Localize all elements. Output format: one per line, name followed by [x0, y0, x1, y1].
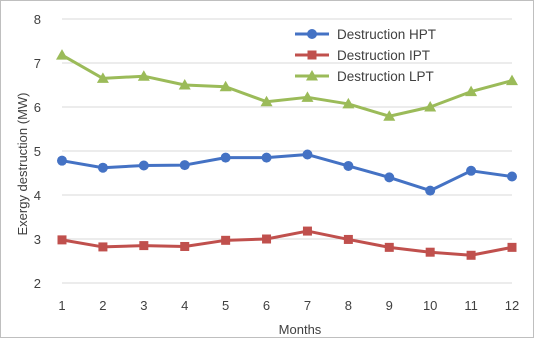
data-point-3-9	[383, 110, 396, 121]
data-point-2-10	[425, 247, 435, 257]
y-tick-label-3: 3	[34, 232, 41, 247]
legend-marker-1	[307, 29, 317, 39]
data-point-1-5	[220, 152, 231, 163]
legend-label-3: Destruction LPT	[337, 69, 434, 84]
x-tick-label-7: 7	[304, 298, 311, 313]
data-point-2-12	[507, 242, 517, 252]
y-tick-label-2: 2	[34, 276, 41, 291]
series-group	[56, 49, 518, 260]
data-point-1-6	[261, 152, 272, 163]
data-point-2-9	[384, 242, 394, 252]
legend: Destruction HPT Destruction IPT Destructio…	[295, 27, 436, 84]
data-point-2-7	[302, 226, 312, 236]
x-tick-label-11: 11	[464, 298, 478, 313]
data-point-3-7	[301, 91, 314, 102]
x-tick-label-9: 9	[386, 298, 393, 313]
data-point-2-2	[98, 242, 108, 252]
data-point-3-8	[342, 97, 355, 109]
legend-label-1: Destruction HPT	[337, 27, 436, 42]
x-tick-label-3: 3	[140, 298, 147, 313]
y-tick-label-6: 6	[34, 100, 41, 115]
data-point-1-7	[302, 149, 313, 160]
series-line-3	[60, 53, 514, 118]
data-point-2-8	[343, 234, 353, 244]
legend-item-2: Destruction IPT	[295, 48, 430, 63]
y-tick-label-8: 8	[34, 12, 41, 27]
data-point-3-1	[56, 49, 68, 60]
y-axis-label: Exergy destruction (MW)	[15, 92, 30, 235]
series-2	[57, 226, 517, 260]
x-tick-label-6: 6	[263, 298, 270, 313]
legend-marker-3	[306, 70, 318, 81]
data-point-3-5	[219, 80, 232, 92]
data-point-1-9	[384, 172, 395, 183]
data-point-1-12	[507, 171, 517, 182]
data-point-2-11	[466, 250, 476, 260]
x-tick-label-1: 1	[58, 298, 65, 313]
data-point-2-3	[139, 241, 149, 251]
series-line-2	[60, 229, 514, 257]
gridlines	[62, 18, 512, 284]
legend-item-1: Destruction HPT	[295, 27, 436, 42]
legend-item-3: Destruction LPT	[295, 69, 434, 84]
x-tick-label-2: 2	[99, 298, 106, 313]
data-point-2-1	[57, 235, 67, 245]
series-line-1	[60, 153, 514, 193]
series-1	[57, 149, 517, 196]
data-point-3-3	[137, 70, 150, 81]
data-point-2-4	[180, 241, 190, 251]
legend-marker-2	[307, 50, 317, 60]
x-tick-label-8: 8	[345, 298, 352, 313]
data-point-1-2	[97, 162, 108, 173]
series-3	[56, 49, 518, 121]
data-point-3-12	[506, 74, 518, 86]
data-point-3-2	[96, 72, 109, 83]
y-tick-label-5: 5	[34, 144, 41, 159]
data-point-3-6	[260, 95, 273, 107]
data-point-3-11	[465, 85, 478, 97]
x-tick-label-12: 12	[505, 298, 519, 313]
x-axis-label: Months	[279, 322, 322, 337]
data-point-3-4	[178, 79, 191, 90]
data-point-2-6	[262, 234, 272, 244]
data-point-3-10	[424, 101, 437, 112]
data-point-1-4	[179, 160, 190, 171]
legend-label-2: Destruction IPT	[337, 48, 430, 63]
data-point-1-11	[466, 165, 477, 176]
data-point-1-8	[343, 160, 354, 171]
data-point-1-3	[138, 160, 149, 171]
x-tick-label-4: 4	[181, 298, 188, 313]
data-point-2-5	[221, 235, 231, 245]
data-point-1-10	[425, 185, 436, 196]
y-tick-label-7: 7	[34, 56, 41, 71]
data-point-1-1	[57, 155, 67, 166]
y-tick-label-4: 4	[34, 188, 41, 203]
x-tick-label-5: 5	[222, 298, 229, 313]
x-tick-label-10: 10	[423, 298, 437, 313]
